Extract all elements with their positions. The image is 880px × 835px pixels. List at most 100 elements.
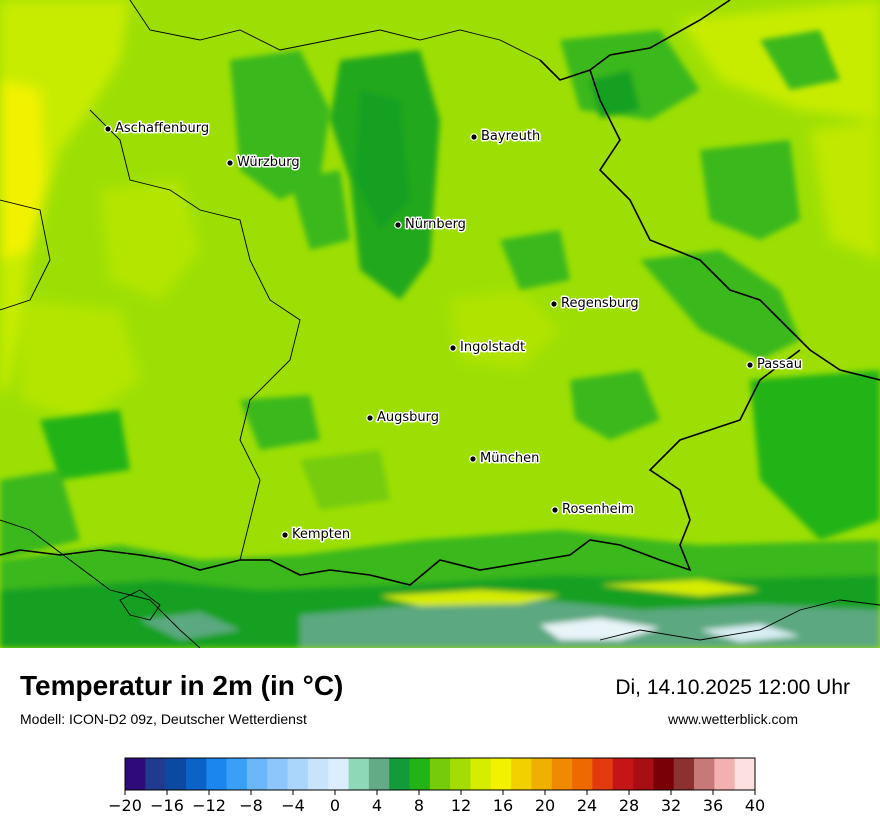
legend-tick-label: 20 xyxy=(535,796,555,815)
legend-swatch xyxy=(125,758,146,790)
city-dot-icon xyxy=(394,221,402,229)
legend-tick-label: 4 xyxy=(372,796,382,815)
forecast-datetime: Di, 14.10.2025 12:00 Uhr xyxy=(615,676,850,699)
city-dot-icon xyxy=(550,300,558,308)
legend-swatch xyxy=(328,758,349,790)
legend-swatch xyxy=(450,758,471,790)
city-augsburg: Augsburg xyxy=(366,409,441,427)
city-ingolstadt: Ingolstadt xyxy=(449,339,527,357)
legend-swatch xyxy=(287,758,309,790)
city-label: Passau xyxy=(757,357,802,372)
city-label: Aschaffenburg xyxy=(115,121,209,136)
border-bodensee xyxy=(119,589,161,621)
city-bayreuth: Bayreuth xyxy=(470,128,542,146)
legend-swatch xyxy=(145,758,166,790)
city-label: Würzburg xyxy=(237,155,300,170)
cool-zones xyxy=(0,30,880,560)
color-legend: −20 −16 −12 −8 −4 0 4 8 12 16 20 24 28 32 36 40 xyxy=(0,748,880,830)
legend-swatch xyxy=(409,758,431,790)
city-dot-icon xyxy=(551,506,559,514)
city-label: Bayreuth xyxy=(481,129,540,144)
legend-tick-label: 16 xyxy=(493,796,513,815)
city-münchen: München xyxy=(469,450,541,468)
city-rosenheim: Rosenheim xyxy=(551,501,635,519)
footer: Temperatur in 2m (in °C) Modell: ICON-D2… xyxy=(0,648,880,830)
legend-swatch xyxy=(673,758,695,790)
legend-swatch xyxy=(653,758,675,790)
city-kempten: Kempten xyxy=(281,526,352,544)
state-border xyxy=(89,109,301,561)
legend-tick-label: −4 xyxy=(281,796,305,815)
city-dot-icon xyxy=(470,133,478,141)
website-link[interactable]: www.wetterblick.com xyxy=(668,711,798,727)
legend-tick-label: 32 xyxy=(661,796,681,815)
city-dot-icon xyxy=(469,455,477,463)
legend-swatch xyxy=(592,758,614,790)
legend-swatch xyxy=(348,758,370,790)
legend-tick-label: −12 xyxy=(192,796,226,815)
legend-swatch xyxy=(165,758,187,790)
legend-swatch xyxy=(490,758,512,790)
country-border-austria xyxy=(0,349,801,586)
city-dot-icon xyxy=(226,159,234,167)
legend-swatch xyxy=(267,758,288,790)
legend-tick-label: −8 xyxy=(239,796,263,815)
legend-swatch xyxy=(551,758,573,790)
city-label: Rosenheim xyxy=(562,502,634,517)
legend-swatch xyxy=(206,758,227,790)
city-dot-icon xyxy=(366,414,374,422)
city-aschaffenburg: Aschaffenburg xyxy=(104,120,211,138)
legend-tick-label: 12 xyxy=(451,796,471,815)
legend-swatch xyxy=(226,758,248,790)
state-border-sw xyxy=(0,519,201,649)
city-label: Augsburg xyxy=(377,410,439,425)
legend-swatch xyxy=(531,758,553,790)
legend-tick-label: 36 xyxy=(703,796,723,815)
legend-swatch xyxy=(694,758,715,790)
legend-swatch xyxy=(511,758,532,790)
city-passau: Passau xyxy=(746,356,803,374)
city-label: München xyxy=(480,451,539,466)
legend-swatch xyxy=(246,758,268,790)
legend-swatch xyxy=(368,758,390,790)
city-label: Regensburg xyxy=(561,296,639,311)
city-markers: Aschaffenburg Würzburg Bayreuth Nürnberg Reg… xyxy=(104,120,803,544)
city-dot-icon xyxy=(104,125,112,133)
legend-frame xyxy=(124,757,756,791)
legend-tick-label: 8 xyxy=(414,796,424,815)
legend-swatch xyxy=(185,758,207,790)
country-border-czech xyxy=(589,69,880,381)
alpine-zone xyxy=(0,530,880,648)
legend-tick-label: −16 xyxy=(150,796,184,815)
state-border-north xyxy=(129,0,541,61)
legend-swatch xyxy=(389,758,410,790)
legend-swatch xyxy=(633,758,654,790)
legend-tick-label: 24 xyxy=(577,796,597,815)
city-label: Ingolstadt xyxy=(460,340,525,355)
model-info: Modell: ICON-D2 09z, Deutscher Wetterdie… xyxy=(20,711,307,727)
legend-swatch xyxy=(734,758,756,790)
legend-swatch xyxy=(572,758,593,790)
legend-swatch xyxy=(470,758,492,790)
border-alps xyxy=(599,599,880,641)
city-regensburg: Regensburg xyxy=(550,295,640,313)
city-label: Nürnberg xyxy=(405,217,466,232)
city-würzburg: Würzburg xyxy=(226,154,301,172)
legend-swatch xyxy=(307,758,329,790)
legend-tick-label: −20 xyxy=(108,796,142,815)
country-border xyxy=(539,0,731,81)
city-nürnberg: Nürnberg xyxy=(394,216,467,234)
city-dot-icon xyxy=(746,361,754,369)
legend-swatch xyxy=(714,758,735,790)
temperature-map: Aschaffenburg Würzburg Bayreuth Nürnberg Reg… xyxy=(0,0,880,649)
legend-tick-label: 40 xyxy=(745,796,765,815)
city-dot-icon xyxy=(449,344,457,352)
legend-swatch xyxy=(429,758,451,790)
state-border-west xyxy=(0,199,51,311)
map-title: Temperatur in 2m (in °C) xyxy=(20,670,344,701)
legend-tick-label: 0 xyxy=(330,796,340,815)
city-dot-icon xyxy=(281,531,289,539)
legend-swatch xyxy=(612,758,634,790)
city-label: Kempten xyxy=(292,527,350,542)
legend-tick-label: 28 xyxy=(619,796,639,815)
